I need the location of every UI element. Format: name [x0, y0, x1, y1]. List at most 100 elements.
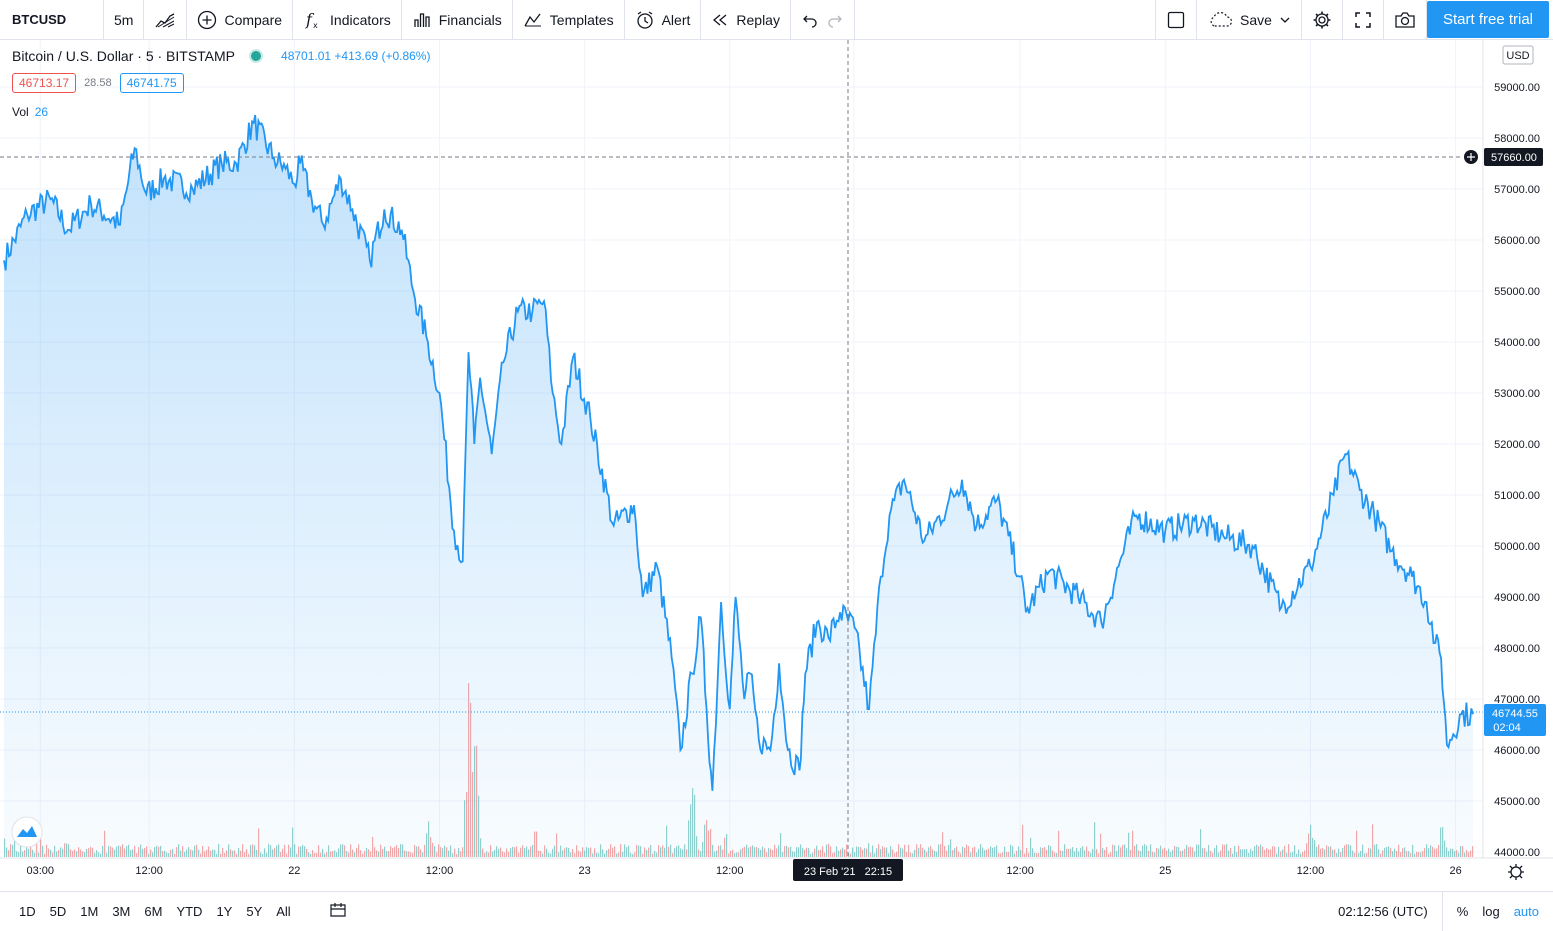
- crosshair-time: 23 Feb '21 22:15: [804, 866, 892, 878]
- ask-price[interactable]: 46741.75: [119, 73, 184, 93]
- price-tick-label: 56000.00: [1494, 235, 1540, 247]
- price-tick-label: 46000.00: [1494, 745, 1540, 757]
- square-icon: [1167, 11, 1185, 28]
- save-label: Save: [1240, 11, 1272, 28]
- range-3m[interactable]: 3M: [112, 904, 131, 919]
- replay-label: Replay: [736, 11, 780, 28]
- time-tick-label: 03:00: [27, 865, 55, 877]
- svg-text:f: f: [305, 10, 315, 29]
- chart-style-button[interactable]: [144, 0, 188, 39]
- time-tick-label: 12:00: [1006, 865, 1034, 877]
- time-axis: 03:00 12:00 22 12:00 23 12:00 12:00 25 12:00 26: [27, 865, 1462, 877]
- range-ytd[interactable]: YTD: [176, 904, 203, 919]
- symbol-title[interactable]: Bitcoin / U.S. Dollar · 5 · BITSTAMP: [12, 48, 236, 64]
- last-price-value: 46744.55: [1492, 708, 1538, 720]
- auto-toggle[interactable]: auto: [1513, 904, 1539, 919]
- currency-box: [1502, 45, 1534, 65]
- plus-circle-icon: [198, 10, 217, 29]
- undo-redo-group: [791, 0, 855, 39]
- price-axis: 44000.00 45000.00 46000.00 47000.00 48000.00…: [1494, 82, 1540, 859]
- market-status-icon: [249, 49, 264, 63]
- chevron-down-icon: [1280, 17, 1290, 23]
- price-area-fill: [4, 115, 1473, 857]
- price-tick-label: 57000.00: [1494, 184, 1540, 196]
- area-chart-icon: [155, 12, 175, 27]
- price-tick-label: 59000.00: [1494, 82, 1540, 94]
- calendar-arrow-icon: [330, 903, 346, 917]
- time-tick-label: 23: [579, 865, 591, 877]
- time-tick-label: 25: [1159, 865, 1171, 877]
- time-tick-label: 12:00: [135, 865, 163, 877]
- time-tick-label: 12:00: [716, 865, 744, 877]
- date-range-group: 1D 5D 1M 3M 6M YTD 1Y 5Y All: [0, 904, 298, 919]
- snapshot-button[interactable]: [1384, 0, 1427, 39]
- time-tick-label: 22: [288, 865, 300, 877]
- price-tick-label: 55000.00: [1494, 286, 1540, 298]
- rewind-icon: [713, 14, 727, 25]
- price-tick-label: 45000.00: [1494, 796, 1540, 808]
- chart-legend: Bitcoin / U.S. Dollar · 5 · BITSTAMP 487…: [12, 48, 430, 64]
- save-button[interactable]: Save: [1197, 0, 1302, 39]
- replay-button[interactable]: Replay: [701, 0, 791, 39]
- start-free-trial-button[interactable]: Start free trial: [1426, 1, 1549, 38]
- axis-settings-gear-icon[interactable]: [1508, 864, 1524, 880]
- fullscreen-button[interactable]: [1343, 0, 1384, 39]
- bar-chart-icon: [414, 12, 430, 27]
- templates-label: Templates: [549, 11, 614, 28]
- price-tick-label: 44000.00: [1494, 847, 1540, 859]
- range-6m[interactable]: 6M: [144, 904, 163, 919]
- settings-button[interactable]: [1302, 0, 1343, 39]
- interval-button[interactable]: 5m: [104, 0, 145, 39]
- range-5y[interactable]: 5Y: [246, 904, 263, 919]
- price-tick-label: 58000.00: [1494, 133, 1540, 145]
- currency-label: USD: [1506, 50, 1529, 62]
- price-chart[interactable]: 44000.00 45000.00 46000.00 47000.00 48000.00…: [0, 40, 1553, 891]
- goto-date-button[interactable]: [298, 901, 360, 922]
- range-1m[interactable]: 1M: [80, 904, 99, 919]
- compare-button[interactable]: Compare: [187, 0, 294, 39]
- crosshair-price: 57660.00: [1491, 152, 1537, 164]
- alert-button[interactable]: Alert: [625, 0, 702, 39]
- volume-legend: Vol 26: [12, 105, 48, 119]
- range-1d[interactable]: 1D: [19, 904, 36, 919]
- alarm-clock-icon: [636, 10, 653, 29]
- price-tick-label: 49000.00: [1494, 592, 1540, 604]
- time-tick-label: 12:00: [426, 865, 454, 877]
- time-tick-label: 26: [1449, 865, 1461, 877]
- indicators-label: Indicators: [330, 11, 391, 28]
- bid-ask-row: 46713.17 28.58 46741.75: [12, 73, 184, 93]
- range-1y[interactable]: 1Y: [216, 904, 233, 919]
- financials-label: Financials: [438, 11, 502, 28]
- redo-icon[interactable]: [826, 12, 844, 28]
- symbol-search[interactable]: BTCUSD: [0, 0, 104, 39]
- financials-button[interactable]: Financials: [402, 0, 513, 39]
- percent-toggle[interactable]: %: [1456, 904, 1469, 919]
- svg-text:x: x: [313, 21, 318, 30]
- range-5d[interactable]: 5D: [49, 904, 67, 919]
- price-tick-label: 51000.00: [1494, 490, 1540, 502]
- last-price-label: 46744.55 02:04: [1484, 704, 1546, 736]
- vol-label: Vol: [12, 105, 29, 119]
- price-tick-label: 52000.00: [1494, 439, 1540, 451]
- crosshair-price-label: 57660.00: [1464, 148, 1543, 166]
- range-all[interactable]: All: [276, 904, 291, 919]
- price-tick-label: 50000.00: [1494, 541, 1540, 553]
- tradingview-logo-icon: [11, 816, 43, 848]
- bid-price[interactable]: 46713.17: [12, 73, 77, 93]
- fullscreen-icon: [1355, 11, 1371, 28]
- price-tick-label: 53000.00: [1494, 388, 1540, 400]
- undo-icon[interactable]: [801, 12, 819, 28]
- timezone-clock[interactable]: 02:12:56 (UTC): [1324, 892, 1443, 931]
- log-toggle[interactable]: log: [1482, 904, 1500, 919]
- price-line: [3, 114, 1474, 791]
- price-tick-label: 48000.00: [1494, 643, 1540, 655]
- layout-button[interactable]: [1156, 0, 1198, 39]
- countdown: 02:04: [1493, 722, 1521, 734]
- templates-icon: [524, 13, 541, 26]
- camera-icon: [1395, 11, 1415, 28]
- templates-button[interactable]: Templates: [513, 0, 625, 39]
- bottom-right-controls: 02:12:56 (UTC) % log auto: [1324, 892, 1553, 931]
